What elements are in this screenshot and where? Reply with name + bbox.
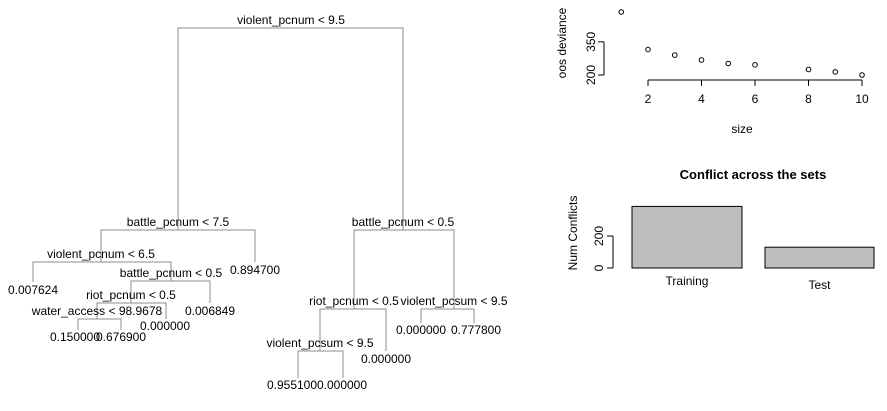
scatter-x-tick-label: 8 bbox=[805, 92, 812, 106]
tree-branch bbox=[420, 308, 475, 323]
tree-branch bbox=[297, 350, 344, 378]
tree-leaf-value: 0.006849 bbox=[185, 304, 235, 318]
tree-leaf-value: 0.955100 bbox=[267, 378, 317, 392]
tree-edges bbox=[32, 27, 475, 378]
bar-category-label: Test bbox=[808, 278, 831, 292]
bar-y-tick-label: 0 bbox=[592, 264, 606, 271]
bar-test bbox=[764, 246, 875, 269]
tree-branch bbox=[353, 229, 455, 309]
tree-split-label: violent_pcnum < 6.5 bbox=[47, 247, 155, 261]
bar-marks: Training Test bbox=[631, 205, 875, 292]
scatter-point bbox=[698, 57, 705, 63]
scatter-point bbox=[859, 72, 865, 78]
tree-split-label: violent_pcsum < 9.5 bbox=[266, 336, 373, 350]
scatter-x-label: size bbox=[731, 122, 753, 136]
tree-leaf-value: 0.150000 bbox=[50, 330, 100, 344]
tree-branch bbox=[96, 302, 167, 319]
tree-leaf-value: 0.676900 bbox=[96, 330, 146, 344]
bar-category-label: Training bbox=[666, 274, 709, 288]
scatter-points bbox=[618, 9, 865, 78]
bar-y-tick-label: 200 bbox=[592, 226, 606, 246]
tree-labels: violent_pcnum < 9.5 battle_pcnum < 7.5 vio… bbox=[8, 13, 508, 392]
tree-leaf-value: 0.000000 bbox=[140, 319, 190, 333]
tree-branch bbox=[319, 308, 387, 351]
tree-branch bbox=[177, 27, 404, 230]
tree-split-label: riot_pcnum < 0.5 bbox=[309, 294, 399, 308]
tree-branch bbox=[100, 229, 256, 262]
scatter-point bbox=[725, 60, 732, 67]
scatter-point bbox=[618, 9, 625, 15]
tree-split-label: riot_pcnum < 0.5 bbox=[86, 288, 176, 302]
tree-leaf-value: 0.777800 bbox=[451, 323, 501, 337]
tree-leaf-value: 0.007624 bbox=[8, 283, 58, 297]
regression-tree: violent_pcnum < 9.5 battle_pcnum < 7.5 vio… bbox=[8, 13, 508, 392]
scatter-point bbox=[832, 69, 839, 75]
bar-chart-title: Conflict across the sets bbox=[680, 167, 827, 182]
scatter-x-tick-label: 6 bbox=[752, 92, 759, 106]
bar-axes: 0 200 bbox=[592, 226, 614, 271]
tree-leaf-value: 0.000000 bbox=[361, 352, 411, 366]
tree-leaf-value: 0.000000 bbox=[317, 378, 367, 392]
tree-split-label: violent_pcsum < 9.5 bbox=[400, 294, 507, 308]
scatter-point bbox=[645, 46, 651, 53]
tree-split-label: battle_pcnum < 7.5 bbox=[127, 215, 230, 229]
conflict-bar-chart: Conflict across the sets Num Conflicts T… bbox=[566, 167, 875, 292]
tree-leaf-value: 0.000000 bbox=[396, 323, 446, 337]
deviance-scatter-plot: 2 4 6 8 10 200 350 size oos deviance bbox=[555, 7, 869, 136]
tree-split-label: water_access < 98.9678 bbox=[31, 304, 163, 318]
scatter-y-tick-label: 200 bbox=[584, 65, 598, 85]
scatter-point bbox=[671, 52, 678, 58]
tree-leaf-value: 0.894700 bbox=[230, 263, 280, 277]
scatter-x-tick-label: 10 bbox=[855, 92, 869, 106]
bar-training bbox=[631, 205, 743, 269]
tree-branch bbox=[77, 318, 122, 330]
tree-split-label: violent_pcnum < 9.5 bbox=[237, 13, 345, 27]
tree-split-label: battle_pcnum < 0.5 bbox=[120, 266, 223, 280]
tree-split-label: battle_pcnum < 0.5 bbox=[352, 215, 455, 229]
tree-branch bbox=[32, 261, 172, 282]
scatter-y-tick-label: 350 bbox=[584, 32, 598, 52]
scatter-point bbox=[805, 66, 812, 73]
scatter-y-label: oos deviance bbox=[555, 7, 569, 78]
scatter-x-tick-label: 4 bbox=[698, 92, 705, 106]
tree-branch bbox=[130, 280, 211, 303]
scatter-point bbox=[752, 62, 758, 68]
bar-y-label: Num Conflicts bbox=[566, 196, 580, 271]
scatter-x-tick-label: 2 bbox=[645, 92, 652, 106]
scatter-axes: 2 4 6 8 10 200 350 bbox=[584, 32, 869, 106]
